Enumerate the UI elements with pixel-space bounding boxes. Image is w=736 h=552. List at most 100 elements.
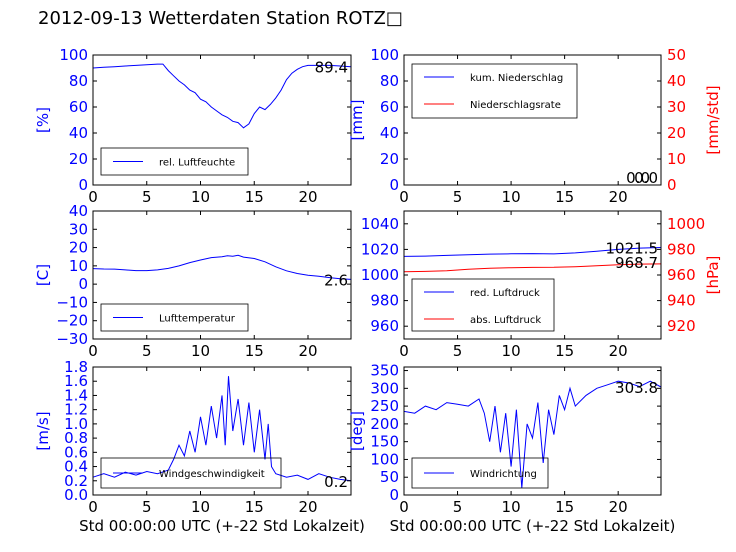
y-tick-label: 100: [59, 46, 88, 64]
legend-label: Windrichtung: [470, 469, 537, 480]
x-tick-label: 0: [399, 498, 409, 516]
plot-frame-winddir: [403, 366, 662, 496]
y-tick-label: 250: [370, 397, 399, 415]
y-tick-label: 960: [370, 317, 399, 335]
y-tick-label: 0: [389, 176, 399, 194]
x-tick-label: 15: [245, 188, 264, 206]
legend-label: red. Luftdruck: [470, 288, 540, 299]
panel-precipitation: [403, 54, 662, 186]
plot-frame-temperature: [92, 210, 352, 340]
y-tick-label: −30: [56, 330, 88, 348]
x-tick-label: 0: [88, 188, 98, 206]
last-value-label: 89.4: [315, 59, 348, 77]
y2-tick-label: 0: [667, 176, 677, 194]
y-tick-label: 0: [389, 486, 399, 504]
panel-windspeed: [92, 366, 352, 496]
y-tick-label: 0.6: [64, 443, 88, 461]
x-tick-label: 20: [609, 188, 628, 206]
y-tick-label: 20: [380, 150, 399, 168]
y-tick-label: 40: [69, 202, 88, 220]
y2-axis-label: [hPa]: [704, 256, 722, 295]
y-tick-label: 30: [69, 220, 88, 238]
x-tick-label: 15: [245, 498, 264, 516]
legend-label: Niederschlagsrate: [470, 100, 561, 111]
y2-tick-label: 50: [667, 46, 686, 64]
y2-axis-label: [mm/std]: [704, 85, 722, 154]
panel-humidity: [92, 54, 352, 186]
series-line-winddir-0: [403, 380, 662, 488]
y2-tick-label: 10: [667, 150, 686, 168]
x-tick-label: 0: [88, 498, 98, 516]
x-axis-label: Std 00:00:00 UTC (+-22 Std Lokalzeit): [390, 517, 676, 535]
x-tick-label: 20: [298, 498, 317, 516]
last-value-label: 0.2: [324, 473, 348, 491]
x-tick-label: 5: [453, 498, 463, 516]
y-tick-label: 1020: [361, 240, 399, 258]
x-tick-label: 10: [191, 188, 210, 206]
x-tick-label: 20: [609, 498, 628, 516]
figure-title: 2012-09-13 Wetterdaten Station ROTZ□: [38, 8, 403, 29]
y2-tick-label: 920: [667, 317, 696, 335]
x-tick-label: 20: [609, 342, 628, 360]
y-tick-label: 100: [370, 450, 399, 468]
y-tick-label: 0.2: [64, 472, 88, 490]
y-tick-label: 1.6: [64, 372, 88, 390]
y-tick-label: 50: [380, 468, 399, 486]
legend-label: rel. Luftfeuchte: [159, 158, 235, 169]
x-tick-label: 20: [298, 342, 317, 360]
panel-winddir: [403, 366, 662, 496]
x-tick-label: 15: [555, 188, 574, 206]
y-tick-label: 1.8: [64, 358, 88, 376]
x-tick-label: 10: [191, 342, 210, 360]
last-value-label-2: 0.0: [626, 169, 650, 187]
panel-temperature: [92, 210, 352, 340]
y-tick-label: 0: [78, 176, 88, 194]
last-value-label: 2.6: [324, 271, 348, 289]
last-value-label-2: 968.7: [615, 254, 658, 272]
y2-tick-label: 980: [667, 240, 696, 258]
y-tick-label: 0.8: [64, 429, 88, 447]
series-line-pressure-1: [403, 263, 662, 273]
y-tick-label: 0.4: [64, 458, 88, 476]
y2-tick-label: 30: [667, 98, 686, 116]
y-tick-label: 80: [69, 72, 88, 90]
y-axis-label: [C]: [34, 264, 52, 286]
plot-frame-precipitation: [403, 54, 662, 186]
y-tick-label: 0.0: [64, 486, 88, 504]
x-tick-label: 10: [502, 498, 521, 516]
y-axis-label: [%]: [34, 107, 52, 133]
x-tick-label: 0: [88, 342, 98, 360]
x-axis-label: Std 00:00:00 UTC (+-22 Std Lokalzeit): [79, 517, 365, 535]
y2-tick-label: 1000: [667, 215, 705, 233]
series-line-windspeed-0: [92, 376, 352, 482]
y-tick-label: 20: [69, 150, 88, 168]
series-line-temperature-0: [92, 254, 352, 280]
y-tick-label: 150: [370, 433, 399, 451]
y-tick-label: 80: [380, 72, 399, 90]
x-tick-label: 15: [555, 342, 574, 360]
legend-label: kum. Niederschlag: [470, 73, 563, 84]
series-line-humidity-0: [92, 63, 352, 129]
y2-tick-label: 20: [667, 124, 686, 142]
x-tick-label: 20: [298, 188, 317, 206]
y-tick-label: 40: [380, 124, 399, 142]
y-tick-label: 100: [370, 46, 399, 64]
y-tick-label: 60: [69, 98, 88, 116]
legend-box-pressure: [411, 278, 555, 332]
y-tick-label: 200: [370, 415, 399, 433]
y-tick-label: −10: [56, 293, 88, 311]
legend-box-humidity: [100, 147, 249, 176]
y-axis-label: [m/s]: [34, 411, 52, 450]
x-tick-label: 5: [142, 188, 152, 206]
x-tick-label: 5: [453, 342, 463, 360]
plot-frame-humidity: [92, 54, 352, 186]
x-tick-label: 0: [399, 342, 409, 360]
y-axis-label: [deg]: [348, 411, 366, 451]
y-tick-label: −20: [56, 312, 88, 330]
y-tick-label: 1000: [361, 266, 399, 284]
legend-box-winddir: [411, 457, 549, 489]
y-tick-label: 980: [370, 292, 399, 310]
y-tick-label: 20: [69, 239, 88, 257]
legend-label: abs. Luftdruck: [470, 315, 541, 326]
last-value-label: 303.8: [615, 379, 658, 397]
